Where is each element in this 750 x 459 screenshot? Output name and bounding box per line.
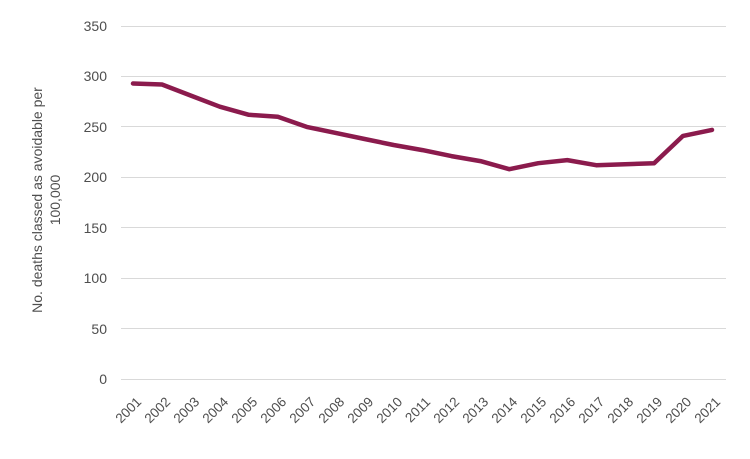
y-tick-label: 0 <box>99 371 107 387</box>
avoidable-mortality-line <box>130 81 715 172</box>
x-tick-label: 2021 <box>691 394 724 427</box>
gridline <box>121 277 726 279</box>
x-tick-label: 2004 <box>199 394 232 427</box>
y-tick-label: 300 <box>83 68 107 85</box>
x-tick-label: 2019 <box>633 394 666 427</box>
x-tick-label: 2020 <box>662 394 695 427</box>
gridline <box>121 328 726 330</box>
gridline <box>121 126 726 128</box>
y-tick-label: 100 <box>83 270 107 287</box>
x-tick-label: 2011 <box>402 394 434 426</box>
y-tick-label: 350 <box>83 18 107 34</box>
y-tick-label: 50 <box>91 320 107 337</box>
gridline <box>121 227 726 229</box>
gridline <box>121 25 726 27</box>
x-tick-label: 2002 <box>141 394 174 427</box>
x-tick-label: 2010 <box>373 394 405 427</box>
y-tick-label: 200 <box>83 169 107 186</box>
x-tick-label: 2005 <box>228 394 261 427</box>
x-tick-label: 2015 <box>517 394 550 427</box>
x-tick-label: 2013 <box>459 394 492 427</box>
y-tick-label: 150 <box>83 219 107 236</box>
y-tick-label: 250 <box>83 118 107 135</box>
x-tick-label: 2006 <box>257 394 290 427</box>
x-tick-label: 2017 <box>575 394 608 427</box>
x-tick-label: 2009 <box>344 394 376 427</box>
series-line <box>130 81 715 172</box>
gridline <box>121 176 726 178</box>
x-tick-label: 2008 <box>315 394 347 427</box>
x-tick-label: 2012 <box>430 394 463 427</box>
x-tick-label: 2014 <box>488 394 521 427</box>
gridline <box>121 75 726 77</box>
x-tick-label: 2003 <box>170 394 203 427</box>
gridline <box>121 378 726 380</box>
x-tick-label: 2018 <box>604 394 637 427</box>
x-tick-label: 2016 <box>546 394 579 427</box>
x-tick-label: 2007 <box>286 394 319 427</box>
x-tick-label: 2001 <box>112 394 145 427</box>
